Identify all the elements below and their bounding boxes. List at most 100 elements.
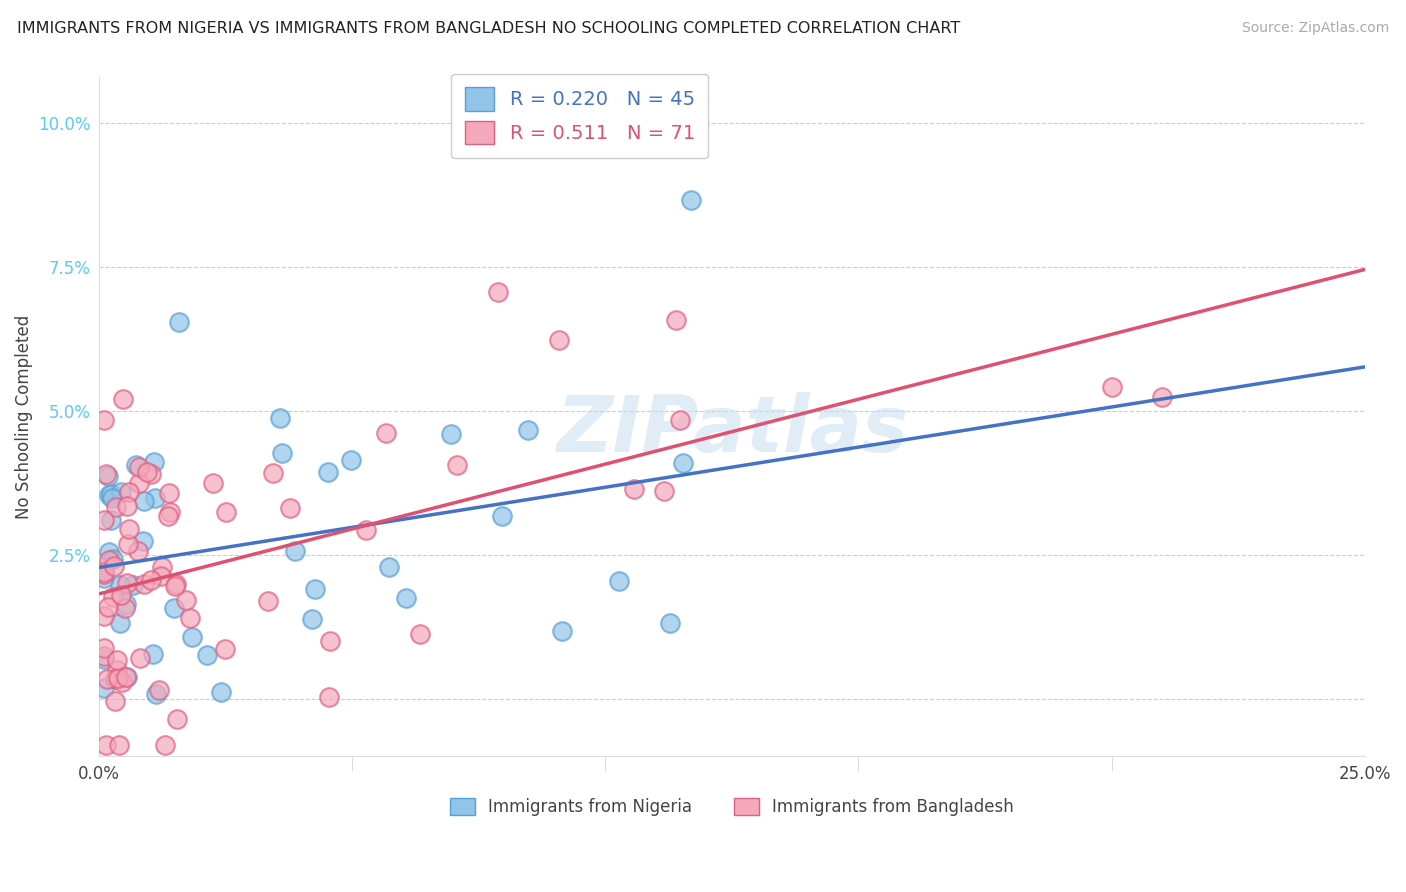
Point	[111, 674, 134, 689]
Point	[131, 533, 153, 548]
Point	[122, 578, 145, 592]
Point	[118, 484, 141, 499]
Point	[167, 314, 190, 328]
Point	[318, 465, 340, 479]
Text: Source: ZipAtlas.com: Source: ZipAtlas.com	[1241, 21, 1389, 35]
Point	[100, 513, 122, 527]
Point	[93, 566, 115, 581]
Point	[179, 611, 201, 625]
Point	[96, 738, 118, 752]
Point	[262, 467, 284, 481]
Point	[491, 508, 513, 523]
Point	[1101, 380, 1123, 394]
Point	[93, 513, 115, 527]
Legend: Immigrants from Nigeria, Immigrants from Bangladesh: Immigrants from Nigeria, Immigrants from…	[443, 791, 1021, 822]
Point	[93, 641, 115, 656]
Point	[665, 313, 688, 327]
Point	[409, 627, 432, 641]
Point	[93, 609, 115, 624]
Point	[105, 500, 128, 515]
Point	[93, 565, 115, 579]
Point	[486, 285, 509, 299]
Point	[96, 672, 118, 686]
Point	[319, 633, 342, 648]
Point	[142, 648, 165, 662]
Point	[117, 536, 139, 550]
Point	[269, 411, 291, 425]
Point	[607, 574, 630, 588]
Point	[679, 194, 702, 208]
Point	[117, 499, 139, 513]
Point	[166, 712, 188, 726]
Point	[1152, 390, 1174, 404]
Text: ZIPatlas: ZIPatlas	[555, 392, 908, 468]
Point	[101, 491, 124, 506]
Point	[93, 413, 115, 427]
Point	[145, 688, 167, 702]
Point	[101, 591, 124, 605]
Point	[115, 575, 138, 590]
Point	[97, 469, 120, 483]
Point	[339, 453, 361, 467]
Point	[108, 577, 131, 591]
Point	[105, 663, 128, 677]
Point	[148, 683, 170, 698]
Point	[284, 543, 307, 558]
Point	[110, 485, 132, 500]
Point	[446, 458, 468, 473]
Point	[209, 685, 232, 699]
Point	[132, 494, 155, 508]
Point	[117, 523, 139, 537]
Point	[110, 588, 132, 602]
Point	[623, 482, 645, 496]
Point	[181, 630, 204, 644]
Point	[132, 577, 155, 591]
Point	[378, 560, 401, 574]
Point	[153, 738, 176, 752]
Point	[94, 467, 117, 481]
Point	[668, 413, 690, 427]
Point	[115, 670, 138, 684]
Point	[672, 456, 695, 470]
Point	[551, 624, 574, 639]
Point	[278, 500, 301, 515]
Point	[163, 578, 186, 592]
Point	[103, 551, 125, 566]
Point	[270, 446, 292, 460]
Point	[100, 487, 122, 501]
Point	[128, 476, 150, 491]
Point	[128, 460, 150, 475]
Point	[93, 571, 115, 585]
Point	[215, 505, 238, 519]
Point	[149, 568, 172, 582]
Point	[195, 648, 218, 662]
Point	[93, 681, 115, 695]
Point	[112, 392, 135, 406]
Point	[97, 553, 120, 567]
Point	[115, 670, 138, 684]
Point	[93, 651, 115, 665]
Point	[127, 544, 149, 558]
Point	[548, 333, 571, 347]
Point	[440, 427, 463, 442]
Point	[143, 491, 166, 505]
Point	[162, 601, 184, 615]
Point	[114, 601, 136, 615]
Point	[301, 612, 323, 626]
Point	[136, 465, 159, 479]
Point	[98, 545, 121, 559]
Point	[115, 597, 138, 611]
Point	[516, 423, 538, 437]
Point	[129, 651, 152, 665]
Point	[201, 476, 224, 491]
Point	[98, 488, 121, 502]
Point	[97, 600, 120, 615]
Point	[157, 486, 180, 500]
Point	[658, 616, 681, 631]
Point	[176, 592, 198, 607]
Point	[318, 690, 340, 704]
Point	[257, 594, 280, 608]
Point	[104, 694, 127, 708]
Point	[159, 505, 181, 519]
Point	[395, 591, 418, 606]
